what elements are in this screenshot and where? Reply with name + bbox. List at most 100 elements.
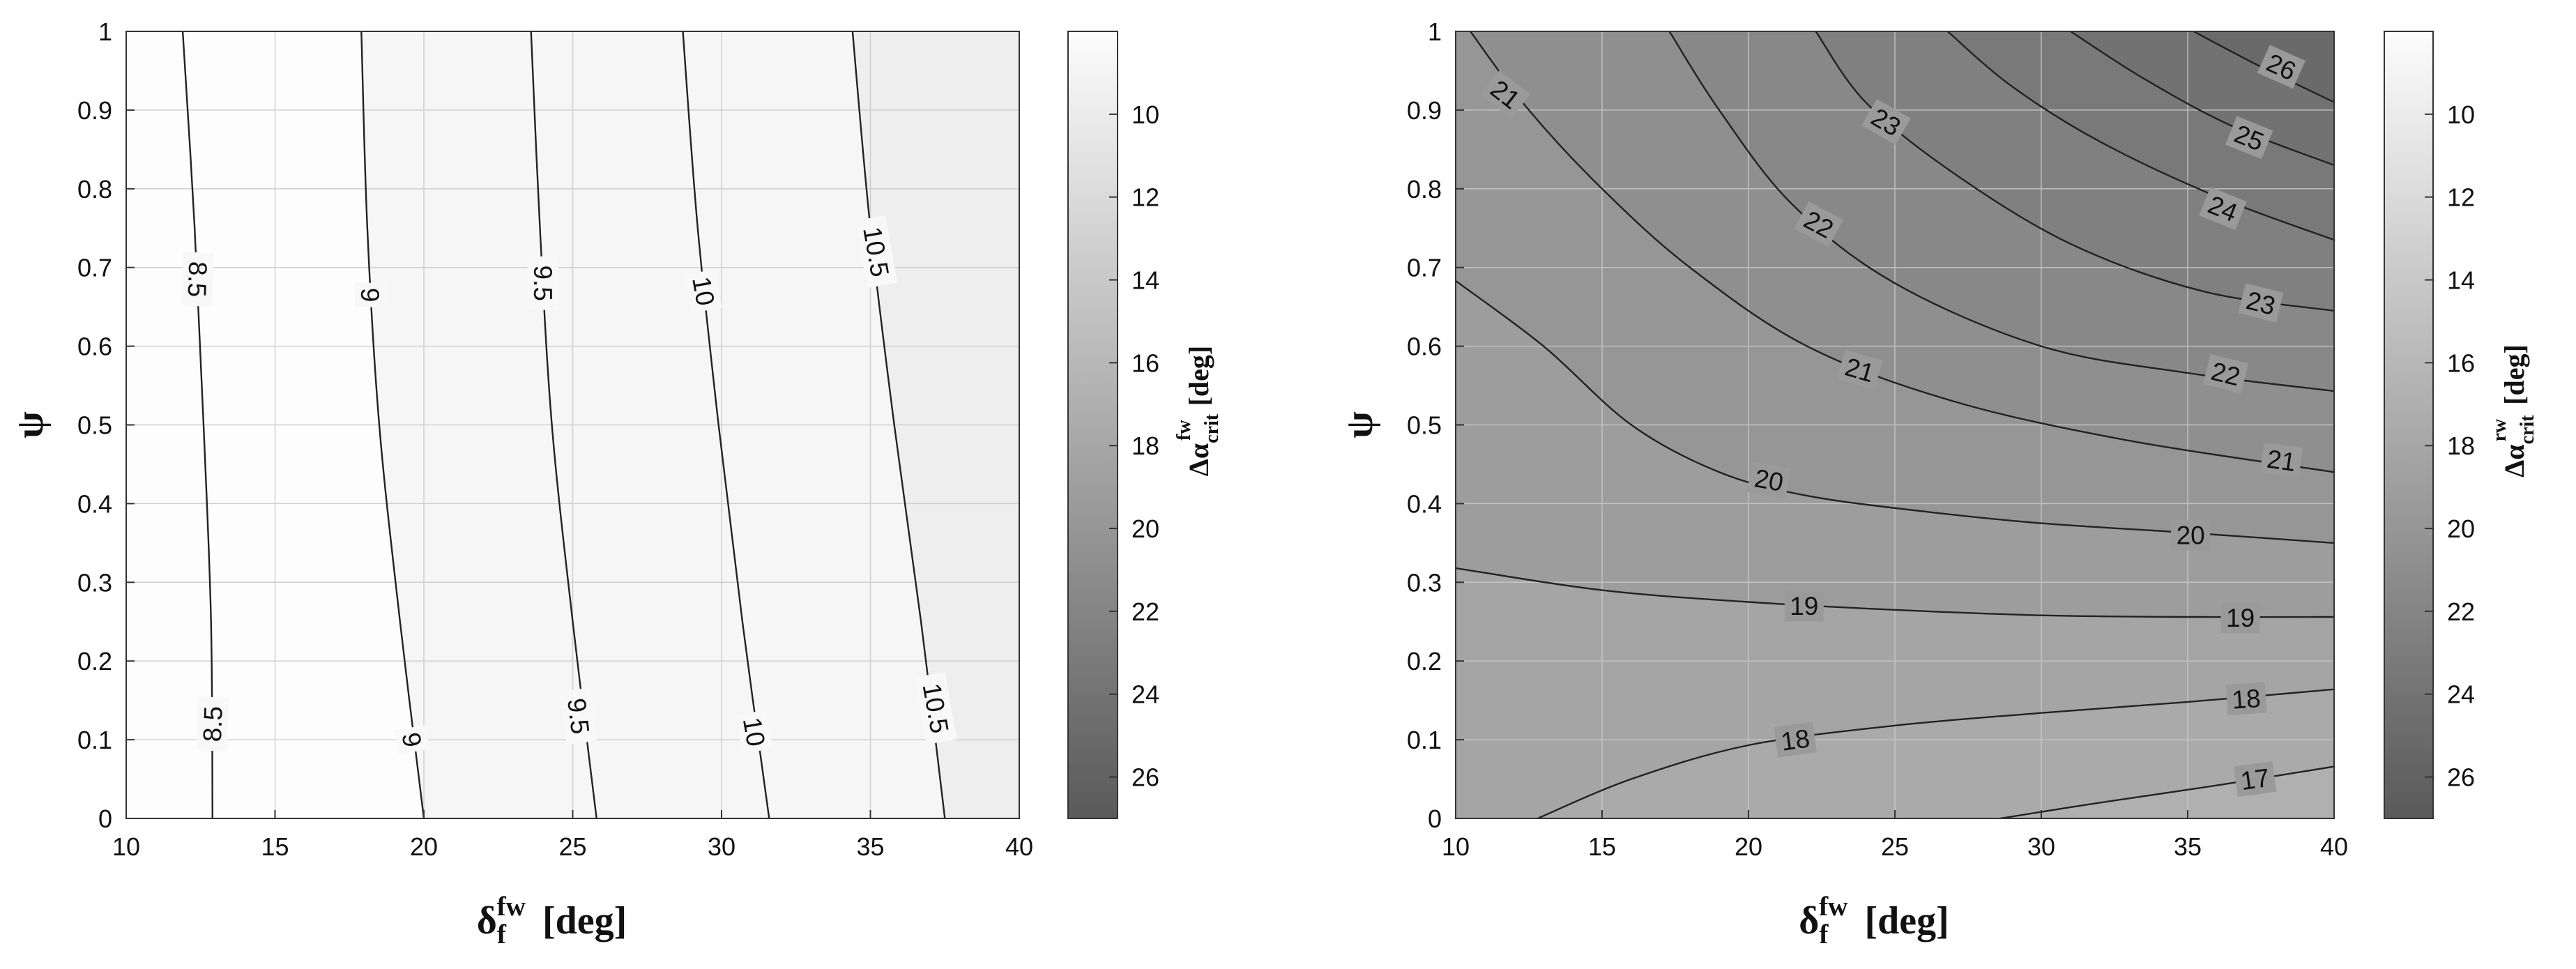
contour-label: 8.5 xyxy=(198,705,228,742)
colorbar-tick-label: 22 xyxy=(1131,597,1159,626)
x-tick-label: 40 xyxy=(2320,832,2348,861)
x-tick-label: 30 xyxy=(708,832,736,861)
y-tick-label: 0.1 xyxy=(1407,726,1442,754)
contour-label-bg xyxy=(355,282,386,307)
colorbar: 10 12 14 16 18 20 22 24 26 Δαcritrw [deg] xyxy=(2384,31,2538,819)
y-axis-title: ψ xyxy=(1338,411,1381,438)
y-tick-label: 0.7 xyxy=(77,254,112,282)
y-tick-label: 0 xyxy=(1428,804,1442,833)
y-tick-label: 0.3 xyxy=(77,568,112,597)
x-axis-title-unit: [deg] xyxy=(533,899,627,943)
x-axis-title-symbol: δ xyxy=(1799,899,1819,943)
contour-label-bg xyxy=(2257,45,2306,89)
x-tick-label: 25 xyxy=(558,832,586,861)
contour-label-bg xyxy=(2238,283,2284,323)
contour-label-bg xyxy=(527,256,558,310)
colorbar-title-unit: [deg] xyxy=(1183,346,1214,413)
contour-label: 10 xyxy=(738,715,771,749)
contour-label-bg xyxy=(1774,722,1817,758)
contour-label-bg xyxy=(2199,187,2247,230)
x-tick-label: 20 xyxy=(1735,832,1762,861)
contour-label: 9.5 xyxy=(528,266,557,301)
x-tick-label: 40 xyxy=(1005,832,1033,861)
colorbar-title-symbol: Δα xyxy=(1183,443,1214,476)
contour-label: 20 xyxy=(2177,521,2205,550)
contour-label: 17 xyxy=(2239,763,2271,795)
contour-label-bg xyxy=(1784,590,1824,622)
colorbar-tick-label: 12 xyxy=(1131,183,1159,212)
contour-label-bg xyxy=(915,671,957,745)
contour-line-24 xyxy=(1946,31,2334,241)
colorbar-strip xyxy=(1067,31,1118,819)
y-tick-label: 0.4 xyxy=(1407,489,1442,518)
contour-line-21 xyxy=(1470,31,2334,473)
y-tick-label: 1 xyxy=(98,17,112,46)
colorbar-tick-label: 22 xyxy=(2447,597,2475,626)
contour-lines xyxy=(1456,31,2334,818)
contour-line-25 xyxy=(2070,31,2334,167)
contour-label: 8.5 xyxy=(183,261,213,298)
contour-label-bg xyxy=(2259,442,2303,478)
contour-label-bg xyxy=(855,215,898,289)
x-axis-title-sup: fw xyxy=(497,892,526,922)
x-axis-title: δffw [deg] xyxy=(477,892,627,949)
y-tick-label: 1 xyxy=(1428,17,1442,46)
contour-label-bg xyxy=(685,269,722,313)
contour-line-23 xyxy=(1815,31,2334,312)
contour-label-bg xyxy=(1794,201,1843,247)
x-tick-label: 35 xyxy=(856,832,884,861)
colorbar-tick-label: 18 xyxy=(2447,432,2475,460)
y-tick-label: 0.2 xyxy=(1407,647,1442,676)
contour-line-18 xyxy=(1537,688,2334,818)
contour-label: 20 xyxy=(1752,464,1785,497)
contour-label-bg xyxy=(560,687,597,745)
contour-label-bg xyxy=(1836,349,1883,390)
y-tick-label: 0.1 xyxy=(77,726,112,754)
colorbar-title-sub: crit xyxy=(2517,415,2538,445)
colorbar-tick-label: 26 xyxy=(1131,763,1159,792)
y-tick-label: 0.4 xyxy=(77,489,112,518)
colorbar-tick-label: 24 xyxy=(1131,680,1159,709)
contour-label: 19 xyxy=(2226,604,2255,632)
contour-line-9 xyxy=(360,31,425,818)
colorbar-tick-label: 10 xyxy=(1131,100,1159,129)
colorbar-tick-label: 26 xyxy=(2447,763,2475,792)
contour-label: 23 xyxy=(2243,286,2278,321)
colorbar-tick-label: 12 xyxy=(2447,183,2475,212)
contour-label: 19 xyxy=(1790,592,1818,620)
y-tick-label: 0.3 xyxy=(1407,568,1442,597)
colorbar-tick-label: 20 xyxy=(2447,514,2475,543)
x-tick-label: 35 xyxy=(2174,832,2202,861)
colorbar-title-sup: fw xyxy=(1173,420,1195,441)
y-tick-label: 0.9 xyxy=(77,96,112,125)
y-tick-label: 0.2 xyxy=(77,647,112,676)
y-tick-label: 0.7 xyxy=(1407,254,1442,282)
contour-label-bg xyxy=(736,710,773,754)
colorbar-tick-label: 10 xyxy=(2447,100,2475,129)
x-axis-title-unit: [deg] xyxy=(1854,899,1949,943)
contour-band-26 xyxy=(1456,31,2334,102)
x-tick-label: 20 xyxy=(410,832,438,861)
contour-label-bg xyxy=(1861,98,1911,145)
y-tick-label: 0.6 xyxy=(77,333,112,361)
x-tick-label: 25 xyxy=(1881,832,1909,861)
y-tick-label: 0.5 xyxy=(1407,411,1442,440)
contour-label-bg xyxy=(1480,70,1531,119)
contour-band-24 xyxy=(1456,31,2334,241)
contour-label: 10 xyxy=(687,275,720,308)
y-axis-title: ψ xyxy=(8,411,52,438)
colorbar-strip xyxy=(2384,31,2434,819)
contour-line-22 xyxy=(1668,31,2334,392)
colorbar-title: Δαcritrw [deg] xyxy=(2489,344,2538,478)
colorbar-tick-label: 18 xyxy=(1131,432,1159,460)
colorbar-tick-label: 24 xyxy=(2447,680,2475,709)
colorbar-tick-label: 14 xyxy=(1131,266,1159,295)
contour-label-bg xyxy=(181,252,214,307)
x-axis-title-sup: fw xyxy=(1819,892,1848,922)
contour-label: 21 xyxy=(2265,445,2297,477)
x-tick-label: 15 xyxy=(261,832,289,861)
